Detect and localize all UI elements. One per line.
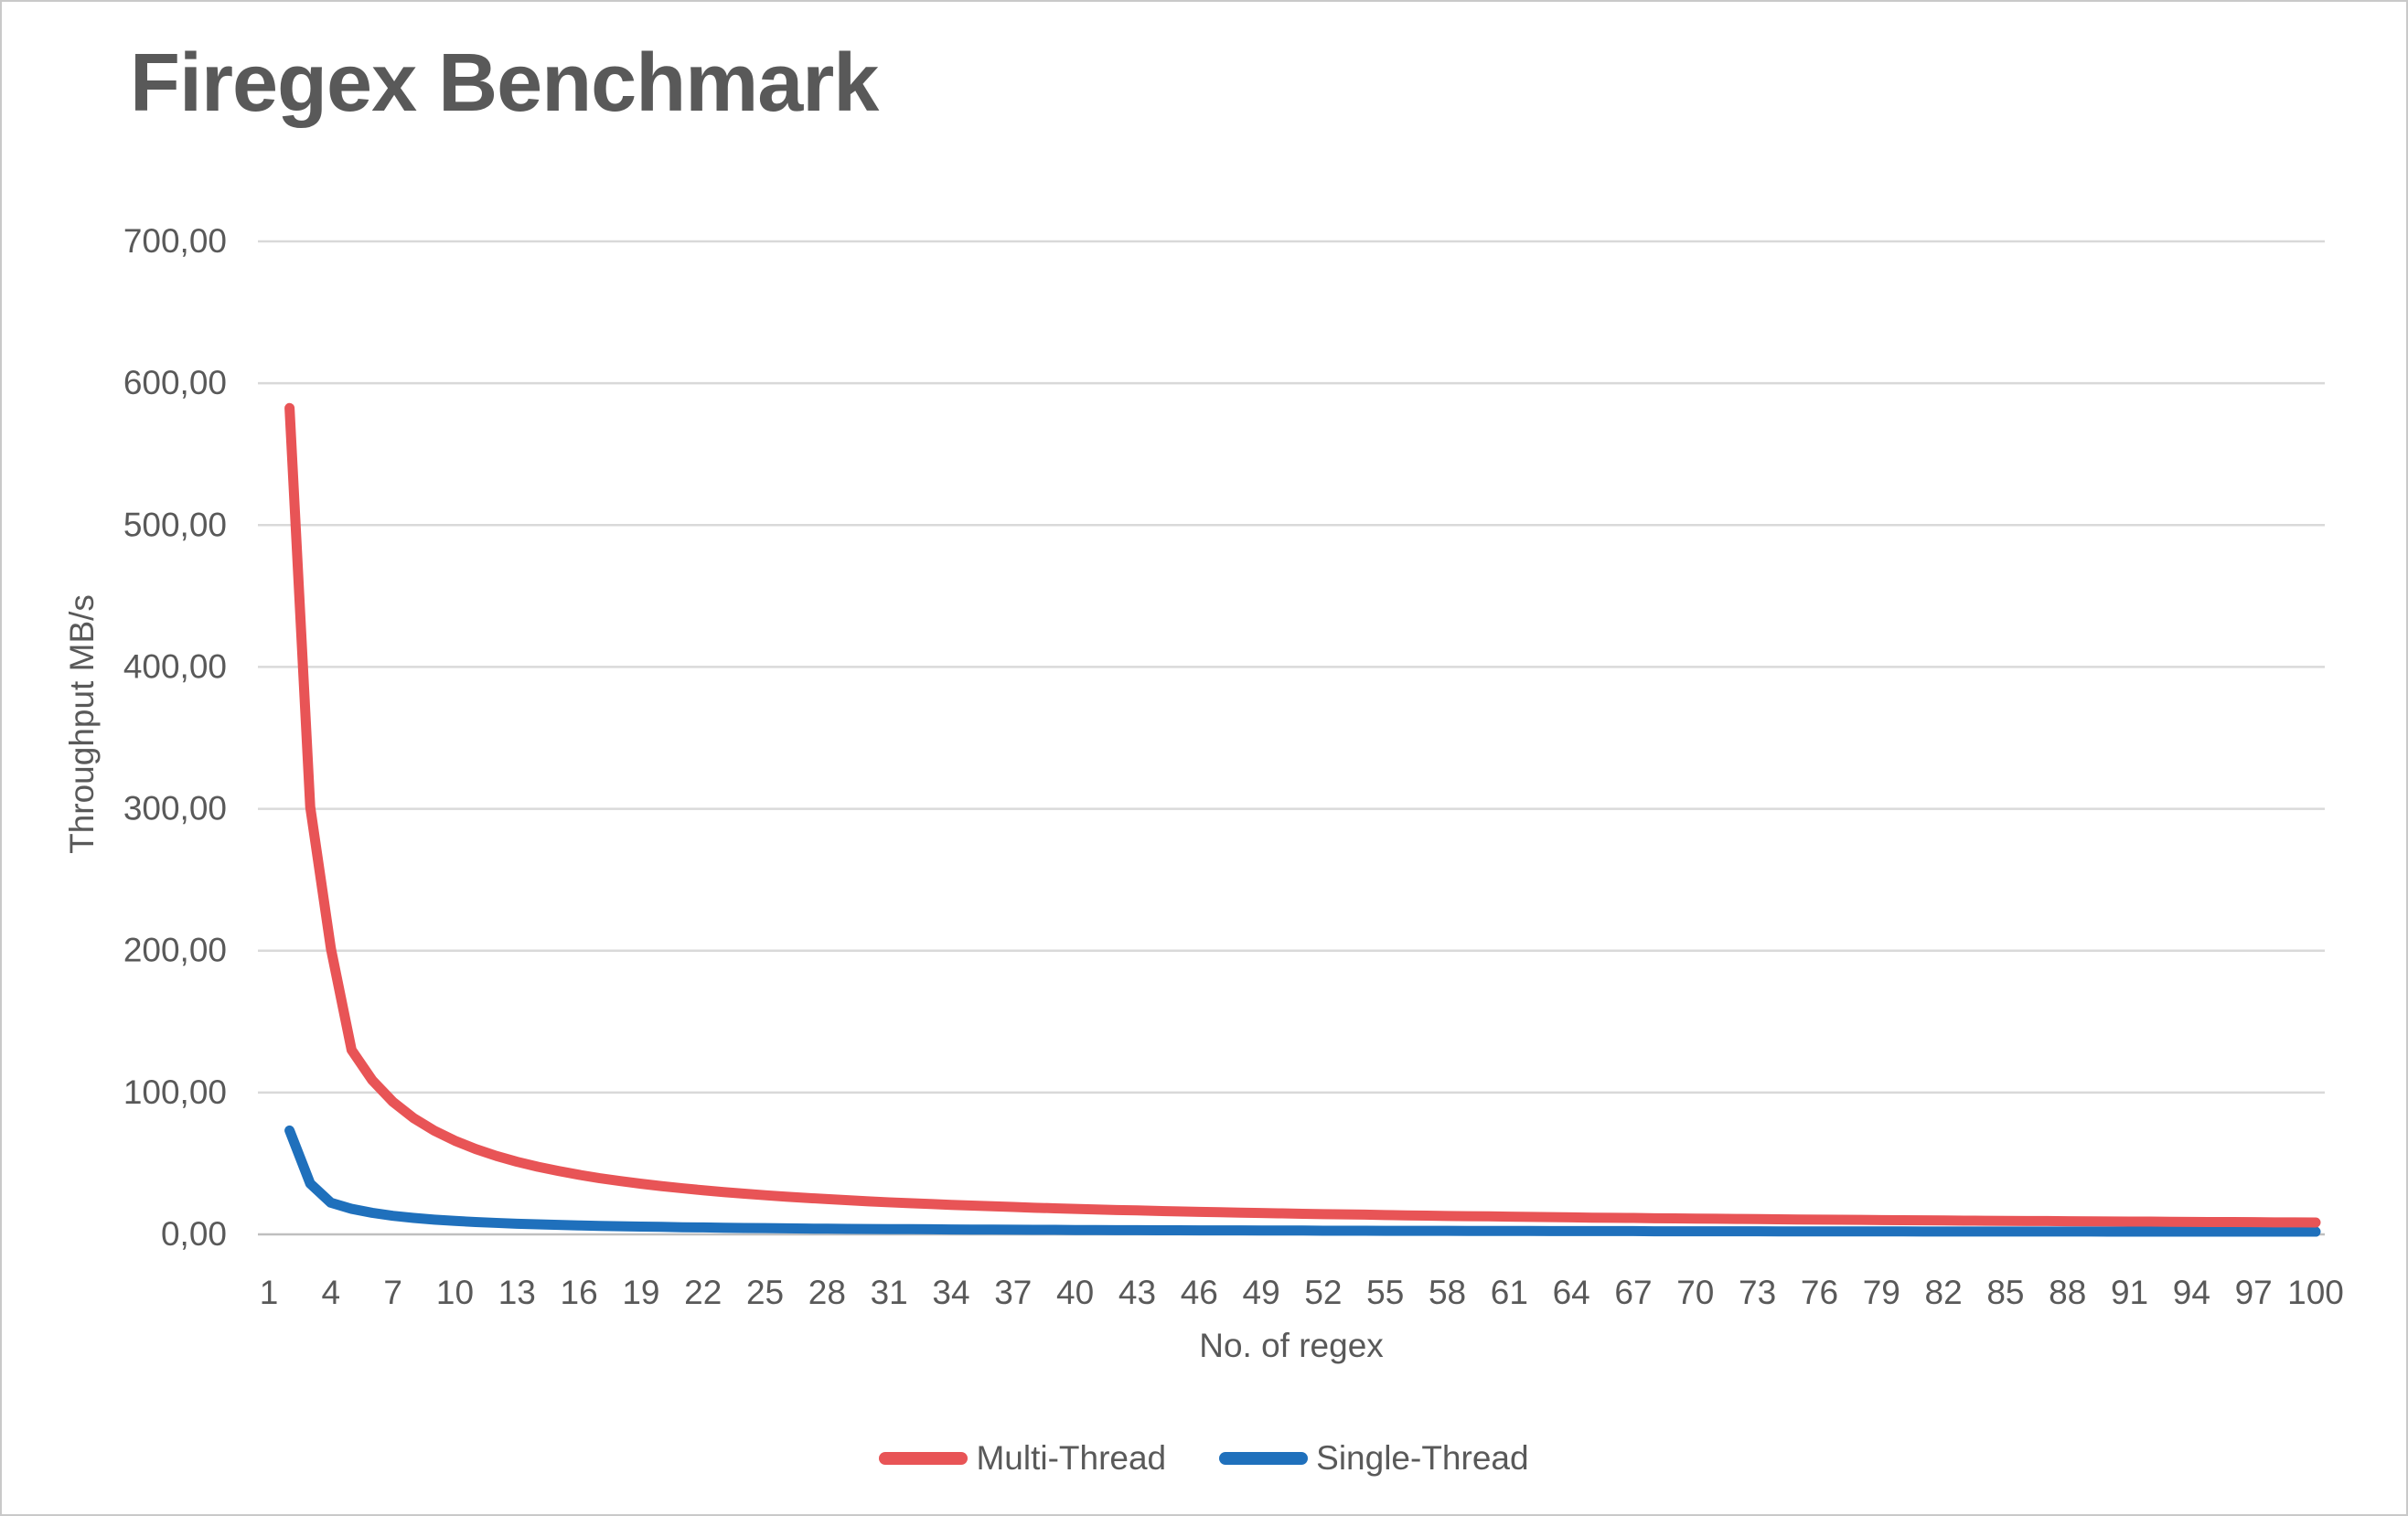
single-thread-line-swatch [1219,1452,1309,1465]
x-tick-label: 16 [561,1274,598,1311]
x-tick-label: 19 [622,1274,659,1311]
x-tick-label: 31 [871,1274,908,1311]
x-tick-label: 79 [1863,1274,1900,1311]
x-tick-label: 76 [1801,1274,1838,1311]
x-tick-label: 70 [1676,1274,1714,1311]
x-tick-label: 13 [498,1274,536,1311]
x-tick-label: 82 [1925,1274,1963,1311]
x-tick-label: 25 [746,1274,784,1311]
x-tick-label: 64 [1553,1274,1590,1311]
x-tick-label: 46 [1181,1274,1218,1311]
chart-title: Firegex Benchmark [130,37,879,129]
legend-label-multi-thread: Multi-Thread [976,1439,1167,1477]
x-tick-label: 28 [808,1274,846,1311]
series-line-multi-thread [284,402,2321,1228]
x-tick-label: 52 [1304,1274,1342,1311]
series-line-single-thread [284,1125,2321,1237]
legend-label-single-thread: Single-Thread [1316,1439,1529,1477]
legend-item-single-thread: Single-Thread [1219,1439,1529,1478]
x-tick-label: 7 [383,1274,402,1311]
x-tick-label: 22 [684,1274,722,1311]
x-tick-label: 10 [436,1274,474,1311]
y-tick-label: 200,00 [123,932,227,969]
x-tick-label: 55 [1366,1274,1404,1311]
y-tick-label: 0,00 [161,1215,227,1253]
x-tick-label: 94 [2173,1274,2210,1311]
y-tick-label: 700,00 [123,222,227,260]
x-tick-label: 4 [322,1274,341,1311]
y-tick-label: 500,00 [123,506,227,543]
y-tick-label: 300,00 [123,790,227,827]
y-tick-label: 600,00 [123,364,227,401]
x-tick-label: 97 [2235,1274,2273,1311]
x-tick-label: 43 [1118,1274,1156,1311]
x-tick-label: 85 [1986,1274,2024,1311]
x-tick-label: 49 [1243,1274,1280,1311]
x-tick-label: 91 [2111,1274,2148,1311]
x-tick-label: 1 [260,1274,279,1311]
x-axis-title: No. of regex [1199,1327,1384,1364]
x-tick-label: 61 [1491,1274,1528,1311]
x-tick-label: 37 [994,1274,1032,1311]
x-tick-label: 67 [1614,1274,1652,1311]
x-tick-label: 88 [2049,1274,2086,1311]
x-tick-label: 100 [2287,1274,2344,1311]
legend-item-multi-thread: Multi-Thread [879,1439,1166,1478]
x-tick-label: 73 [1739,1274,1776,1311]
y-tick-label: 400,00 [123,647,227,685]
legend: Multi-Thread Single-Thread [2,1439,2406,1478]
multi-thread-line-swatch [879,1452,969,1465]
x-tick-label: 58 [1429,1274,1466,1311]
x-tick-label: 40 [1056,1274,1094,1311]
y-tick-label: 100,00 [123,1073,227,1111]
x-tick-label: 34 [932,1274,969,1311]
